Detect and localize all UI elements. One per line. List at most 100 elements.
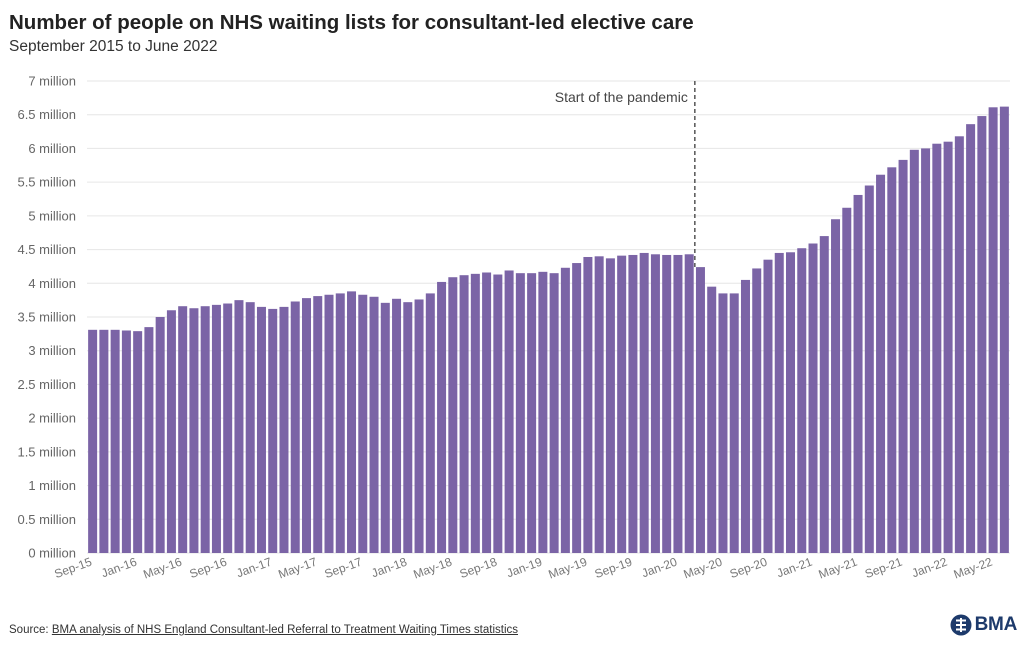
y-tick-label: 3.5 million xyxy=(17,310,76,325)
y-tick-label: 0.5 million xyxy=(17,512,76,527)
bar-may-21 xyxy=(853,194,863,553)
bar-dec-15 xyxy=(121,330,131,553)
bar-jun-19 xyxy=(594,256,604,553)
bar-nov-18 xyxy=(515,273,525,553)
x-tick-label: Sep-21 xyxy=(863,555,904,582)
bar-apr-21 xyxy=(842,207,852,553)
bar-aug-16 xyxy=(211,304,221,553)
bar-nov-17 xyxy=(380,302,390,553)
bar-jan-16 xyxy=(133,331,143,553)
x-tick-label: Sep-19 xyxy=(593,555,634,582)
bar-jul-18 xyxy=(470,273,480,553)
y-tick-label: 4.5 million xyxy=(17,242,76,257)
bar-feb-20 xyxy=(684,254,694,553)
bar-feb-18 xyxy=(414,299,424,553)
bar-apr-18 xyxy=(437,281,447,553)
x-axis: Sep-15 Jan-16 May-16 Sep-16 Jan-17 May-17 Sep-… xyxy=(52,555,994,582)
x-tick-label: May-17 xyxy=(276,555,319,582)
bar-apr-20 xyxy=(707,286,717,553)
x-tick-label: Jan-21 xyxy=(775,555,815,581)
source-note: Source: BMA analysis of NHS England Cons… xyxy=(9,624,518,636)
source-link[interactable]: BMA analysis of NHS England Consultant-l… xyxy=(51,624,518,636)
bar-mar-21 xyxy=(831,219,841,553)
y-tick-label: 2.5 million xyxy=(17,377,76,392)
bar-dec-17 xyxy=(392,298,402,553)
bar-aug-17 xyxy=(347,291,357,553)
bar-oct-17 xyxy=(369,296,379,553)
chart-title: Number of people on NHS waiting lists fo… xyxy=(9,11,694,34)
bar-may-18 xyxy=(448,277,458,553)
bar-aug-19 xyxy=(617,255,627,553)
bar-may-22 xyxy=(988,107,998,553)
bar-jan-17 xyxy=(268,308,278,553)
bar-aug-18 xyxy=(482,272,492,553)
bar-nov-15 xyxy=(110,329,120,553)
x-tick-label: May-21 xyxy=(817,555,860,582)
bar-sep-15 xyxy=(88,329,98,553)
bar-mar-16 xyxy=(155,317,165,553)
bar-jun-17 xyxy=(324,294,334,553)
bars xyxy=(88,106,1009,554)
y-tick-label: 6 million xyxy=(28,141,76,156)
annotation-label: Start of the pandemic xyxy=(555,89,688,105)
bar-oct-16 xyxy=(234,300,244,553)
bar-may-16 xyxy=(178,306,188,553)
bar-jul-16 xyxy=(200,306,210,553)
y-tick-label: 7 million xyxy=(28,74,76,89)
y-tick-label: 2 million xyxy=(28,411,76,426)
bar-oct-15 xyxy=(99,329,109,553)
bar-aug-21 xyxy=(887,167,897,553)
x-tick-label: May-22 xyxy=(952,555,995,582)
bar-jan-22 xyxy=(943,141,953,553)
bar-jan-20 xyxy=(673,254,683,554)
y-tick-label: 4 million xyxy=(28,276,76,291)
x-tick-label: May-20 xyxy=(682,555,725,582)
bar-jun-21 xyxy=(864,185,874,553)
x-tick-label: May-18 xyxy=(411,555,454,582)
bar-may-17 xyxy=(313,296,323,553)
x-tick-label: Jan-22 xyxy=(910,555,950,581)
bar-apr-22 xyxy=(977,116,987,553)
bar-aug-20 xyxy=(752,268,762,553)
bar-mar-18 xyxy=(425,293,435,553)
bar-mar-20 xyxy=(695,267,705,553)
bar-feb-22 xyxy=(954,136,964,553)
x-tick-label: Jan-18 xyxy=(370,555,410,581)
x-tick-label: Sep-17 xyxy=(323,555,364,582)
bma-logo-text: BMA xyxy=(974,614,1018,635)
x-tick-label: Jan-16 xyxy=(99,555,139,581)
bar-apr-17 xyxy=(301,298,311,553)
bar-oct-21 xyxy=(909,149,919,553)
bar-oct-20 xyxy=(774,252,784,553)
bar-jul-21 xyxy=(876,174,886,553)
bar-sep-17 xyxy=(358,294,368,553)
bar-mar-22 xyxy=(966,124,976,553)
bar-dec-20 xyxy=(797,248,807,554)
bar-apr-19 xyxy=(572,263,582,553)
x-tick-label: May-16 xyxy=(141,555,184,582)
bar-jun-22 xyxy=(999,106,1009,553)
bar-dec-19 xyxy=(662,254,672,554)
bar-sep-21 xyxy=(898,159,908,554)
bar-nov-21 xyxy=(921,148,931,553)
x-tick-label: Jan-17 xyxy=(234,555,274,581)
y-tick-label: 5 million xyxy=(28,208,76,223)
bar-feb-19 xyxy=(549,273,559,553)
bar-mar-19 xyxy=(560,267,570,553)
bar-jan-19 xyxy=(538,271,548,553)
bar-jul-20 xyxy=(740,279,750,553)
annotation-pandemic: Start of the pandemic xyxy=(555,81,696,268)
bar-jun-18 xyxy=(459,275,469,553)
bar-jun-20 xyxy=(729,293,739,553)
bar-chart: 0 million 0.5 million 1 million 1.5 million… xyxy=(17,74,1010,582)
x-tick-label: Sep-20 xyxy=(728,555,769,582)
x-tick-label: Sep-18 xyxy=(458,555,499,582)
x-tick-label: Jan-19 xyxy=(505,555,545,581)
bar-oct-18 xyxy=(504,270,514,553)
bar-oct-19 xyxy=(639,252,649,553)
bar-jul-19 xyxy=(605,258,615,553)
bar-sep-19 xyxy=(628,254,638,554)
bar-sep-18 xyxy=(493,274,503,553)
y-tick-label: 3 million xyxy=(28,343,76,358)
bar-may-19 xyxy=(583,256,593,553)
